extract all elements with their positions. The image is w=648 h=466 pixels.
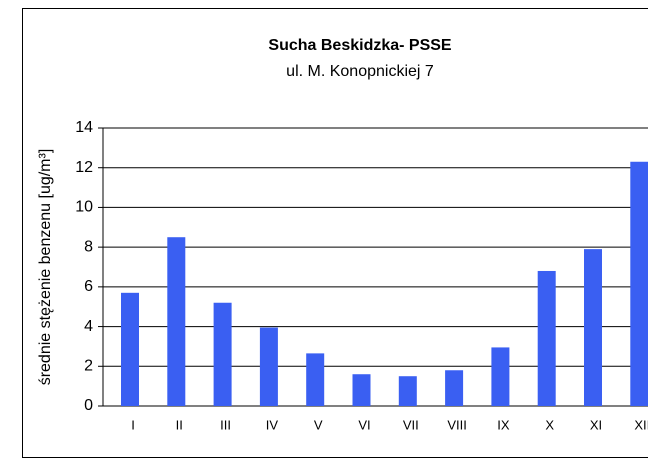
x-tick-label: XI <box>590 417 602 432</box>
x-tick-label: III <box>220 417 231 432</box>
bar <box>445 370 464 406</box>
x-tick-label: I <box>131 417 135 432</box>
x-tick-label: V <box>314 417 323 432</box>
chart-subtitle: ul. M. Konopnickiej 7 <box>286 63 434 80</box>
x-tick-label: IX <box>497 417 510 432</box>
y-tick-label: 6 <box>84 278 93 295</box>
bar <box>352 374 371 406</box>
y-tick-label: 2 <box>84 358 93 375</box>
x-tick-label: IV <box>266 417 279 432</box>
y-axis-label: średnie stężenie benzenu [ug/m³] <box>37 149 54 386</box>
bar <box>306 353 325 406</box>
bar <box>167 237 186 406</box>
y-tick-label: 10 <box>75 199 93 216</box>
x-tick-label: X <box>545 417 554 432</box>
bar <box>491 347 510 406</box>
y-tick-label: 0 <box>84 397 93 414</box>
bar <box>537 270 556 406</box>
y-tick-label: 14 <box>75 119 93 136</box>
x-tick-label: XII <box>634 417 648 432</box>
bar <box>121 292 139 406</box>
bar <box>398 376 417 406</box>
chart-title: Sucha Beskidzka- PSSE <box>268 37 452 54</box>
bar <box>584 249 602 406</box>
x-tick-label: II <box>176 417 183 432</box>
x-tick-label: VI <box>358 417 370 432</box>
bar <box>213 302 232 406</box>
x-tick-label: VII <box>403 417 419 432</box>
y-tick-label: 4 <box>84 318 93 335</box>
x-tick-label: VIII <box>447 417 467 432</box>
bar <box>630 161 648 406</box>
y-tick-label: 12 <box>75 159 93 176</box>
bar <box>259 327 278 406</box>
y-tick-label: 8 <box>84 238 93 255</box>
